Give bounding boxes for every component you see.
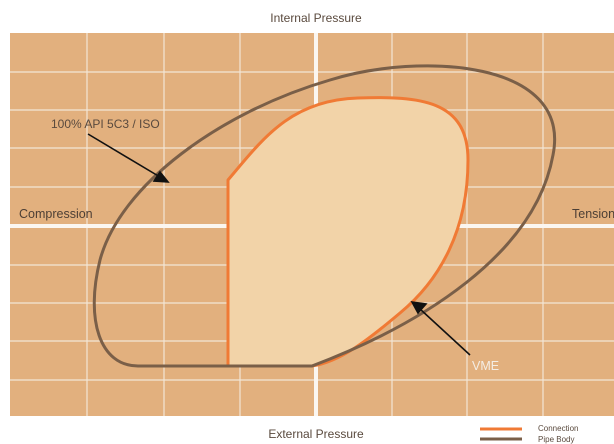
legend: Connection Pipe Body <box>480 424 578 444</box>
pipe-body-envelope <box>92 64 557 368</box>
axis-label-top: Internal Pressure <box>270 11 362 25</box>
legend-label-connection: Connection <box>538 424 578 433</box>
vme-arrow <box>410 300 471 356</box>
axis-label-bottom: External Pressure <box>268 427 364 441</box>
legend-label-pipe-body: Pipe Body <box>538 435 574 444</box>
axis-label-right: Tension <box>572 207 614 221</box>
api-arrow <box>87 133 170 183</box>
api-annotation-label: 100% API 5C3 / ISO <box>51 117 160 131</box>
axis-label-left: Compression <box>19 207 93 221</box>
vme-annotation-label: VME <box>472 359 499 373</box>
connection-envelope <box>226 96 470 368</box>
